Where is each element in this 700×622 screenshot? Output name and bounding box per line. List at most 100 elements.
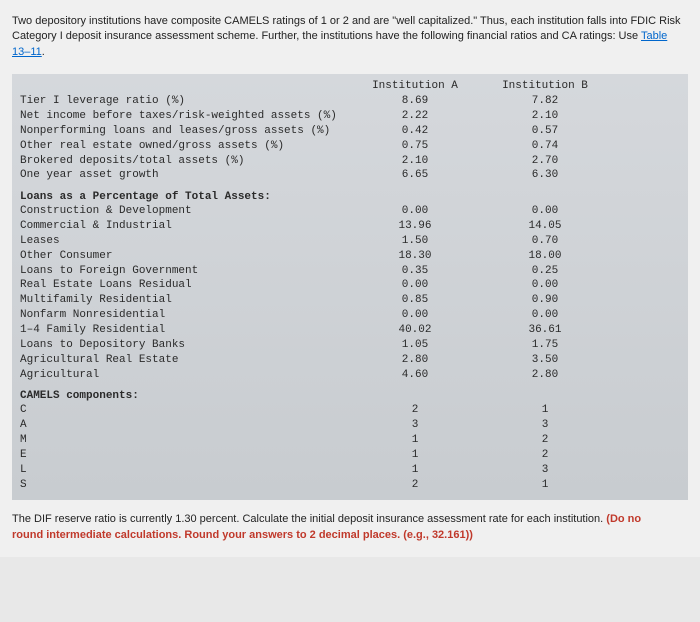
ratio-label: Tier I leverage ratio (%) bbox=[20, 94, 350, 109]
loan-row: Agricultural4.602.80 bbox=[20, 368, 680, 383]
loan-value-b: 0.70 bbox=[480, 234, 610, 249]
camels-label: L bbox=[20, 463, 350, 478]
camels-label: A bbox=[20, 418, 350, 433]
loan-label: Agricultural bbox=[20, 368, 350, 383]
ratio-value-b: 2.10 bbox=[480, 109, 610, 124]
camels-label: S bbox=[20, 478, 350, 493]
loan-label: Nonfarm Nonresidential bbox=[20, 308, 350, 323]
loan-value-b: 3.50 bbox=[480, 353, 610, 368]
header-institution-a: Institution A bbox=[350, 80, 480, 92]
camels-row: C21 bbox=[20, 403, 680, 418]
loan-label: Commercial & Industrial bbox=[20, 219, 350, 234]
footer-part3: round intermediate calculations. Round y… bbox=[12, 529, 473, 541]
camels-value-a: 1 bbox=[350, 448, 480, 463]
camels-value-b: 2 bbox=[480, 448, 610, 463]
intro-line1: Two depository institutions have composi… bbox=[12, 15, 627, 27]
ratio-value-a: 0.75 bbox=[350, 139, 480, 154]
camels-value-b: 1 bbox=[480, 478, 610, 493]
ratio-value-b: 2.70 bbox=[480, 154, 610, 169]
ratio-row: Tier I leverage ratio (%)8.697.82 bbox=[20, 94, 680, 109]
loan-label: Agricultural Real Estate bbox=[20, 353, 350, 368]
camels-section: C21A33M12E12L13S21 bbox=[20, 403, 680, 492]
loan-value-a: 0.00 bbox=[350, 204, 480, 219]
ratio-row: Brokered deposits/total assets (%)2.102.… bbox=[20, 154, 680, 169]
camels-value-b: 1 bbox=[480, 403, 610, 418]
camels-value-b: 2 bbox=[480, 433, 610, 448]
page-container: Two depository institutions have composi… bbox=[0, 0, 700, 557]
ratio-label: Net income before taxes/risk-weighted as… bbox=[20, 109, 350, 124]
loan-value-a: 1.50 bbox=[350, 234, 480, 249]
camels-row: M12 bbox=[20, 433, 680, 448]
loan-label: Loans to Foreign Government bbox=[20, 264, 350, 279]
ratio-value-a: 8.69 bbox=[350, 94, 480, 109]
footer-text: The DIF reserve ratio is currently 1.30 … bbox=[12, 512, 688, 543]
loan-value-b: 2.80 bbox=[480, 368, 610, 383]
camels-row: A33 bbox=[20, 418, 680, 433]
ratio-row: Nonperforming loans and leases/gross ass… bbox=[20, 124, 680, 139]
loan-label: 1–4 Family Residential bbox=[20, 323, 350, 338]
intro-line3: ratings: Use bbox=[579, 30, 641, 42]
ratio-label: One year asset growth bbox=[20, 168, 350, 183]
loan-value-b: 0.25 bbox=[480, 264, 610, 279]
loan-label: Construction & Development bbox=[20, 204, 350, 219]
loan-value-b: 14.05 bbox=[480, 219, 610, 234]
camels-row: E12 bbox=[20, 448, 680, 463]
ratio-value-a: 2.10 bbox=[350, 154, 480, 169]
ratio-value-b: 6.30 bbox=[480, 168, 610, 183]
loan-label: Loans to Depository Banks bbox=[20, 338, 350, 353]
loan-label: Other Consumer bbox=[20, 249, 350, 264]
camels-section-title: CAMELS components: bbox=[20, 390, 680, 402]
loan-value-a: 18.30 bbox=[350, 249, 480, 264]
camels-row: S21 bbox=[20, 478, 680, 493]
loan-row: Nonfarm Nonresidential0.000.00 bbox=[20, 308, 680, 323]
loan-value-b: 0.90 bbox=[480, 293, 610, 308]
loan-row: Construction & Development0.000.00 bbox=[20, 204, 680, 219]
ratio-label: Nonperforming loans and leases/gross ass… bbox=[20, 124, 350, 139]
ratio-value-a: 6.65 bbox=[350, 168, 480, 183]
loan-row: Loans to Depository Banks1.051.75 bbox=[20, 338, 680, 353]
ratio-row: One year asset growth6.656.30 bbox=[20, 168, 680, 183]
camels-value-a: 1 bbox=[350, 463, 480, 478]
loan-row: Other Consumer18.3018.00 bbox=[20, 249, 680, 264]
loan-value-a: 40.02 bbox=[350, 323, 480, 338]
ratio-value-b: 7.82 bbox=[480, 94, 610, 109]
ratio-value-a: 0.42 bbox=[350, 124, 480, 139]
loan-row: Commercial & Industrial13.9614.05 bbox=[20, 219, 680, 234]
top-ratios-section: Tier I leverage ratio (%)8.697.82Net inc… bbox=[20, 94, 680, 183]
ratio-value-b: 0.57 bbox=[480, 124, 610, 139]
loan-value-a: 0.35 bbox=[350, 264, 480, 279]
camels-label: E bbox=[20, 448, 350, 463]
loans-section: Construction & Development0.000.00Commer… bbox=[20, 204, 680, 382]
loan-label: Leases bbox=[20, 234, 350, 249]
loan-label: Real Estate Loans Residual bbox=[20, 278, 350, 293]
financial-table: Institution A Institution B Tier I lever… bbox=[12, 74, 688, 500]
camels-row: L13 bbox=[20, 463, 680, 478]
ratio-label: Other real estate owned/gross assets (%) bbox=[20, 139, 350, 154]
loan-row: Loans to Foreign Government0.350.25 bbox=[20, 264, 680, 279]
loan-value-a: 2.80 bbox=[350, 353, 480, 368]
ratio-row: Other real estate owned/gross assets (%)… bbox=[20, 139, 680, 154]
loan-value-a: 13.96 bbox=[350, 219, 480, 234]
loan-row: Leases1.500.70 bbox=[20, 234, 680, 249]
camels-label: C bbox=[20, 403, 350, 418]
loan-label: Multifamily Residential bbox=[20, 293, 350, 308]
loans-section-title: Loans as a Percentage of Total Assets: bbox=[20, 191, 680, 203]
loan-value-a: 4.60 bbox=[350, 368, 480, 383]
loan-value-b: 18.00 bbox=[480, 249, 610, 264]
loan-row: Agricultural Real Estate2.803.50 bbox=[20, 353, 680, 368]
loan-value-b: 0.00 bbox=[480, 308, 610, 323]
table-header-row: Institution A Institution B bbox=[20, 80, 680, 92]
footer-part2: (Do no bbox=[606, 513, 641, 525]
camels-value-b: 3 bbox=[480, 418, 610, 433]
loan-value-a: 0.00 bbox=[350, 308, 480, 323]
ratio-value-b: 0.74 bbox=[480, 139, 610, 154]
loan-row: Multifamily Residential0.850.90 bbox=[20, 293, 680, 308]
ratio-row: Net income before taxes/risk-weighted as… bbox=[20, 109, 680, 124]
footer-part1: The DIF reserve ratio is currently 1.30 … bbox=[12, 513, 606, 525]
header-institution-b: Institution B bbox=[480, 80, 610, 92]
loan-value-a: 1.05 bbox=[350, 338, 480, 353]
loan-value-a: 0.00 bbox=[350, 278, 480, 293]
loan-value-b: 0.00 bbox=[480, 204, 610, 219]
camels-value-a: 2 bbox=[350, 478, 480, 493]
camels-value-a: 2 bbox=[350, 403, 480, 418]
